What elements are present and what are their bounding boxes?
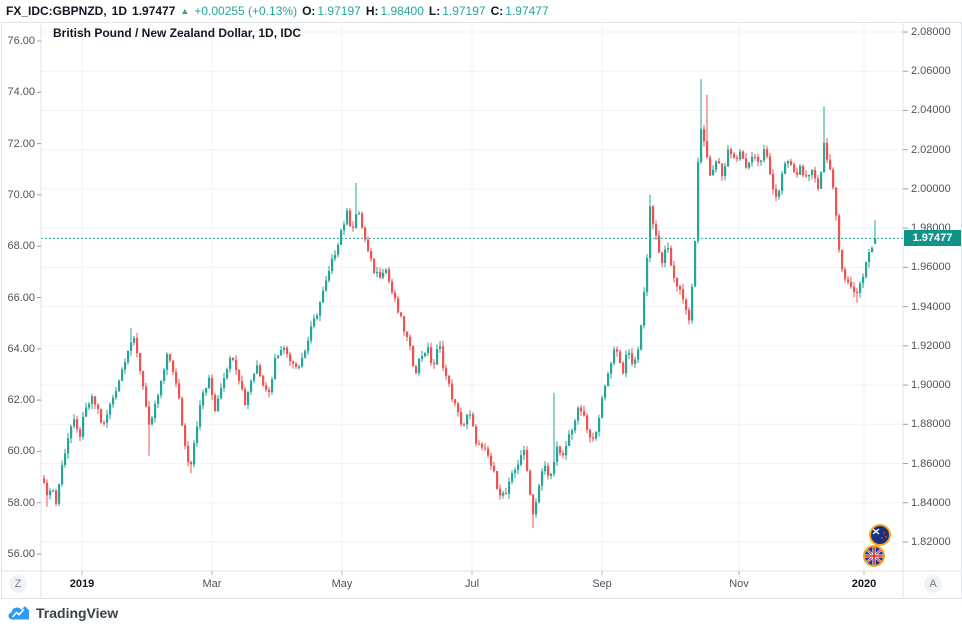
ohlc-high: H: 1.98400	[366, 4, 424, 18]
gbp-flag-icon	[863, 545, 885, 567]
ohlc-open: O: 1.97197	[302, 4, 361, 18]
right-axis-label: 2.00000	[911, 182, 951, 195]
candle-series	[43, 79, 877, 529]
close-value: 1.97477	[505, 4, 549, 18]
footer-bar: TradingView	[0, 599, 962, 627]
nzd-flag-icon	[869, 524, 891, 546]
last-price: 1.97477	[132, 4, 176, 18]
left-axis-label: 70.00	[7, 188, 35, 201]
right-axis-label: 2.06000	[911, 65, 951, 78]
right-axis-label: 1.92000	[911, 339, 951, 352]
tradingview-logo-text: TradingView	[36, 605, 119, 621]
time-axis-label: Mar	[202, 578, 222, 590]
chart-pane[interactable]: British Pound / New Zealand Dollar, 1D, …	[1, 22, 962, 599]
time-axis-label: Jul	[464, 578, 480, 590]
time-axis-label: 2020	[851, 578, 877, 590]
tradingview-logo[interactable]: TradingView	[8, 605, 118, 622]
left-axis-label: 66.00	[7, 291, 35, 304]
symbol-name[interactable]: FX_IDC:GBPNZD,	[6, 4, 107, 18]
time-axis-label: May	[331, 578, 353, 590]
right-axis-label: 1.88000	[911, 418, 951, 431]
right-axis-label: 1.84000	[911, 496, 951, 509]
right-axis-label: 1.94000	[911, 300, 951, 313]
symbol-header: FX_IDC:GBPNZD, 1D 1.97477 ▲ +0.00255 (+0…	[6, 2, 549, 20]
left-axis-label: 74.00	[7, 86, 35, 99]
right-axis-label: 1.82000	[911, 535, 951, 548]
open-label: O:	[302, 4, 316, 18]
time-axis-label: Nov	[729, 578, 749, 590]
low-label: L:	[428, 4, 441, 18]
time-axis-label: Sep	[592, 578, 612, 590]
auto-scale-button[interactable]: A	[924, 575, 942, 593]
right-axis-label: 1.90000	[911, 379, 951, 392]
right-axis-label: 2.04000	[911, 104, 951, 117]
left-axis-label: 76.00	[7, 35, 35, 47]
left-axis-label: 56.00	[7, 548, 35, 560]
left-axis-label: 60.00	[7, 445, 35, 458]
tradingview-logo-icon	[8, 606, 29, 619]
time-axis-label: 2019	[69, 578, 95, 590]
left-axis-label: 64.00	[7, 342, 35, 355]
timezone-button[interactable]: Z	[9, 575, 27, 593]
right-axis-label: 2.08000	[911, 26, 951, 38]
ohlc-close: C: 1.97477	[491, 4, 549, 18]
chart-title: British Pound / New Zealand Dollar, 1D, …	[53, 26, 302, 40]
left-axis-label: 68.00	[7, 240, 35, 253]
ohlc-low: L: 1.97197	[429, 4, 486, 18]
high-label: H:	[365, 4, 379, 18]
candlestick-plot[interactable]	[2, 23, 961, 598]
right-axis-label: 1.86000	[911, 457, 951, 470]
close-label: C:	[490, 4, 504, 18]
right-axis-label: 2.02000	[911, 143, 951, 156]
up-arrow-icon: ▲	[180, 5, 190, 16]
current-price-badge: 1.97477	[904, 230, 961, 246]
high-value: 1.98400	[380, 4, 424, 18]
low-value: 1.97197	[442, 4, 486, 18]
right-axis-label: 1.96000	[911, 261, 951, 274]
price-change: +0.00255 (+0.13%)	[194, 4, 298, 18]
left-axis-label: 72.00	[7, 137, 35, 150]
interval-label[interactable]: 1D	[111, 4, 128, 18]
left-axis-label: 62.00	[7, 394, 35, 407]
left-axis-label: 58.00	[7, 496, 35, 509]
open-value: 1.97197	[317, 4, 361, 18]
